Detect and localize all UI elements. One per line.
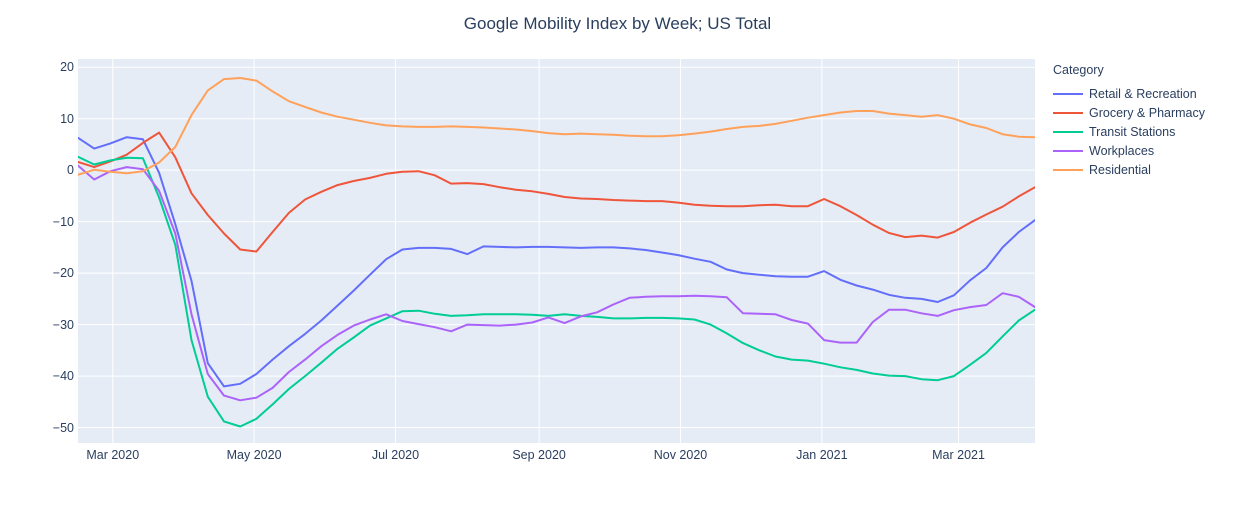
y-tick-label: 0 — [67, 163, 74, 178]
y-tick-label: −50 — [52, 420, 74, 435]
legend-item-grocery-pharmacy[interactable]: Grocery & Pharmacy — [1053, 103, 1205, 122]
series-line-transit-stations — [78, 155, 1035, 428]
legend-item-label: Transit Stations — [1089, 124, 1176, 139]
y-tick-label: −30 — [52, 317, 74, 332]
legend-title: Category — [1053, 63, 1104, 77]
legend-line-swatch — [1053, 111, 1083, 114]
legend-item-label: Workplaces — [1089, 143, 1155, 158]
y-tick-label: −10 — [52, 214, 74, 229]
legend-line-swatch — [1053, 92, 1083, 95]
series-line-retail-recreation — [78, 136, 1035, 388]
legend-item-retail-recreation[interactable]: Retail & Recreation — [1053, 84, 1205, 103]
series-line-workplaces — [78, 164, 1035, 402]
legend-line-swatch — [1053, 130, 1083, 133]
x-tick-label: Nov 2020 — [653, 448, 708, 462]
series-line-residential — [78, 77, 1035, 176]
x-tick-label: Jan 2021 — [796, 448, 848, 462]
x-tick-label: Mar 2021 — [932, 448, 985, 462]
legend-item-workplaces[interactable]: Workplaces — [1053, 141, 1205, 160]
y-tick-label: 20 — [60, 60, 74, 75]
line-chart — [78, 59, 1035, 443]
x-tick-label: Sep 2020 — [512, 448, 566, 462]
y-tick-label: 10 — [60, 111, 74, 126]
series-line-grocery-pharmacy — [78, 131, 1035, 253]
legend-item-label: Retail & Recreation — [1089, 86, 1197, 101]
plot-area[interactable] — [78, 59, 1035, 443]
y-tick-label: −20 — [52, 266, 74, 281]
legend-item-residential[interactable]: Residential — [1053, 160, 1205, 179]
legend-item-transit-stations[interactable]: Transit Stations — [1053, 122, 1205, 141]
x-tick-label: Jul 2020 — [371, 448, 420, 462]
x-tick-label: Mar 2020 — [86, 448, 140, 462]
y-tick-label: −40 — [52, 369, 74, 384]
legend: Category Retail & Recreation Grocery & P… — [1053, 63, 1205, 179]
legend-item-label: Grocery & Pharmacy — [1089, 105, 1206, 120]
legend-line-swatch — [1053, 168, 1083, 171]
x-tick-label: May 2020 — [226, 448, 282, 462]
chart-title: Google Mobility Index by Week; US Total — [463, 14, 772, 33]
legend-line-swatch — [1053, 149, 1083, 152]
legend-item-label: Residential — [1089, 162, 1151, 177]
